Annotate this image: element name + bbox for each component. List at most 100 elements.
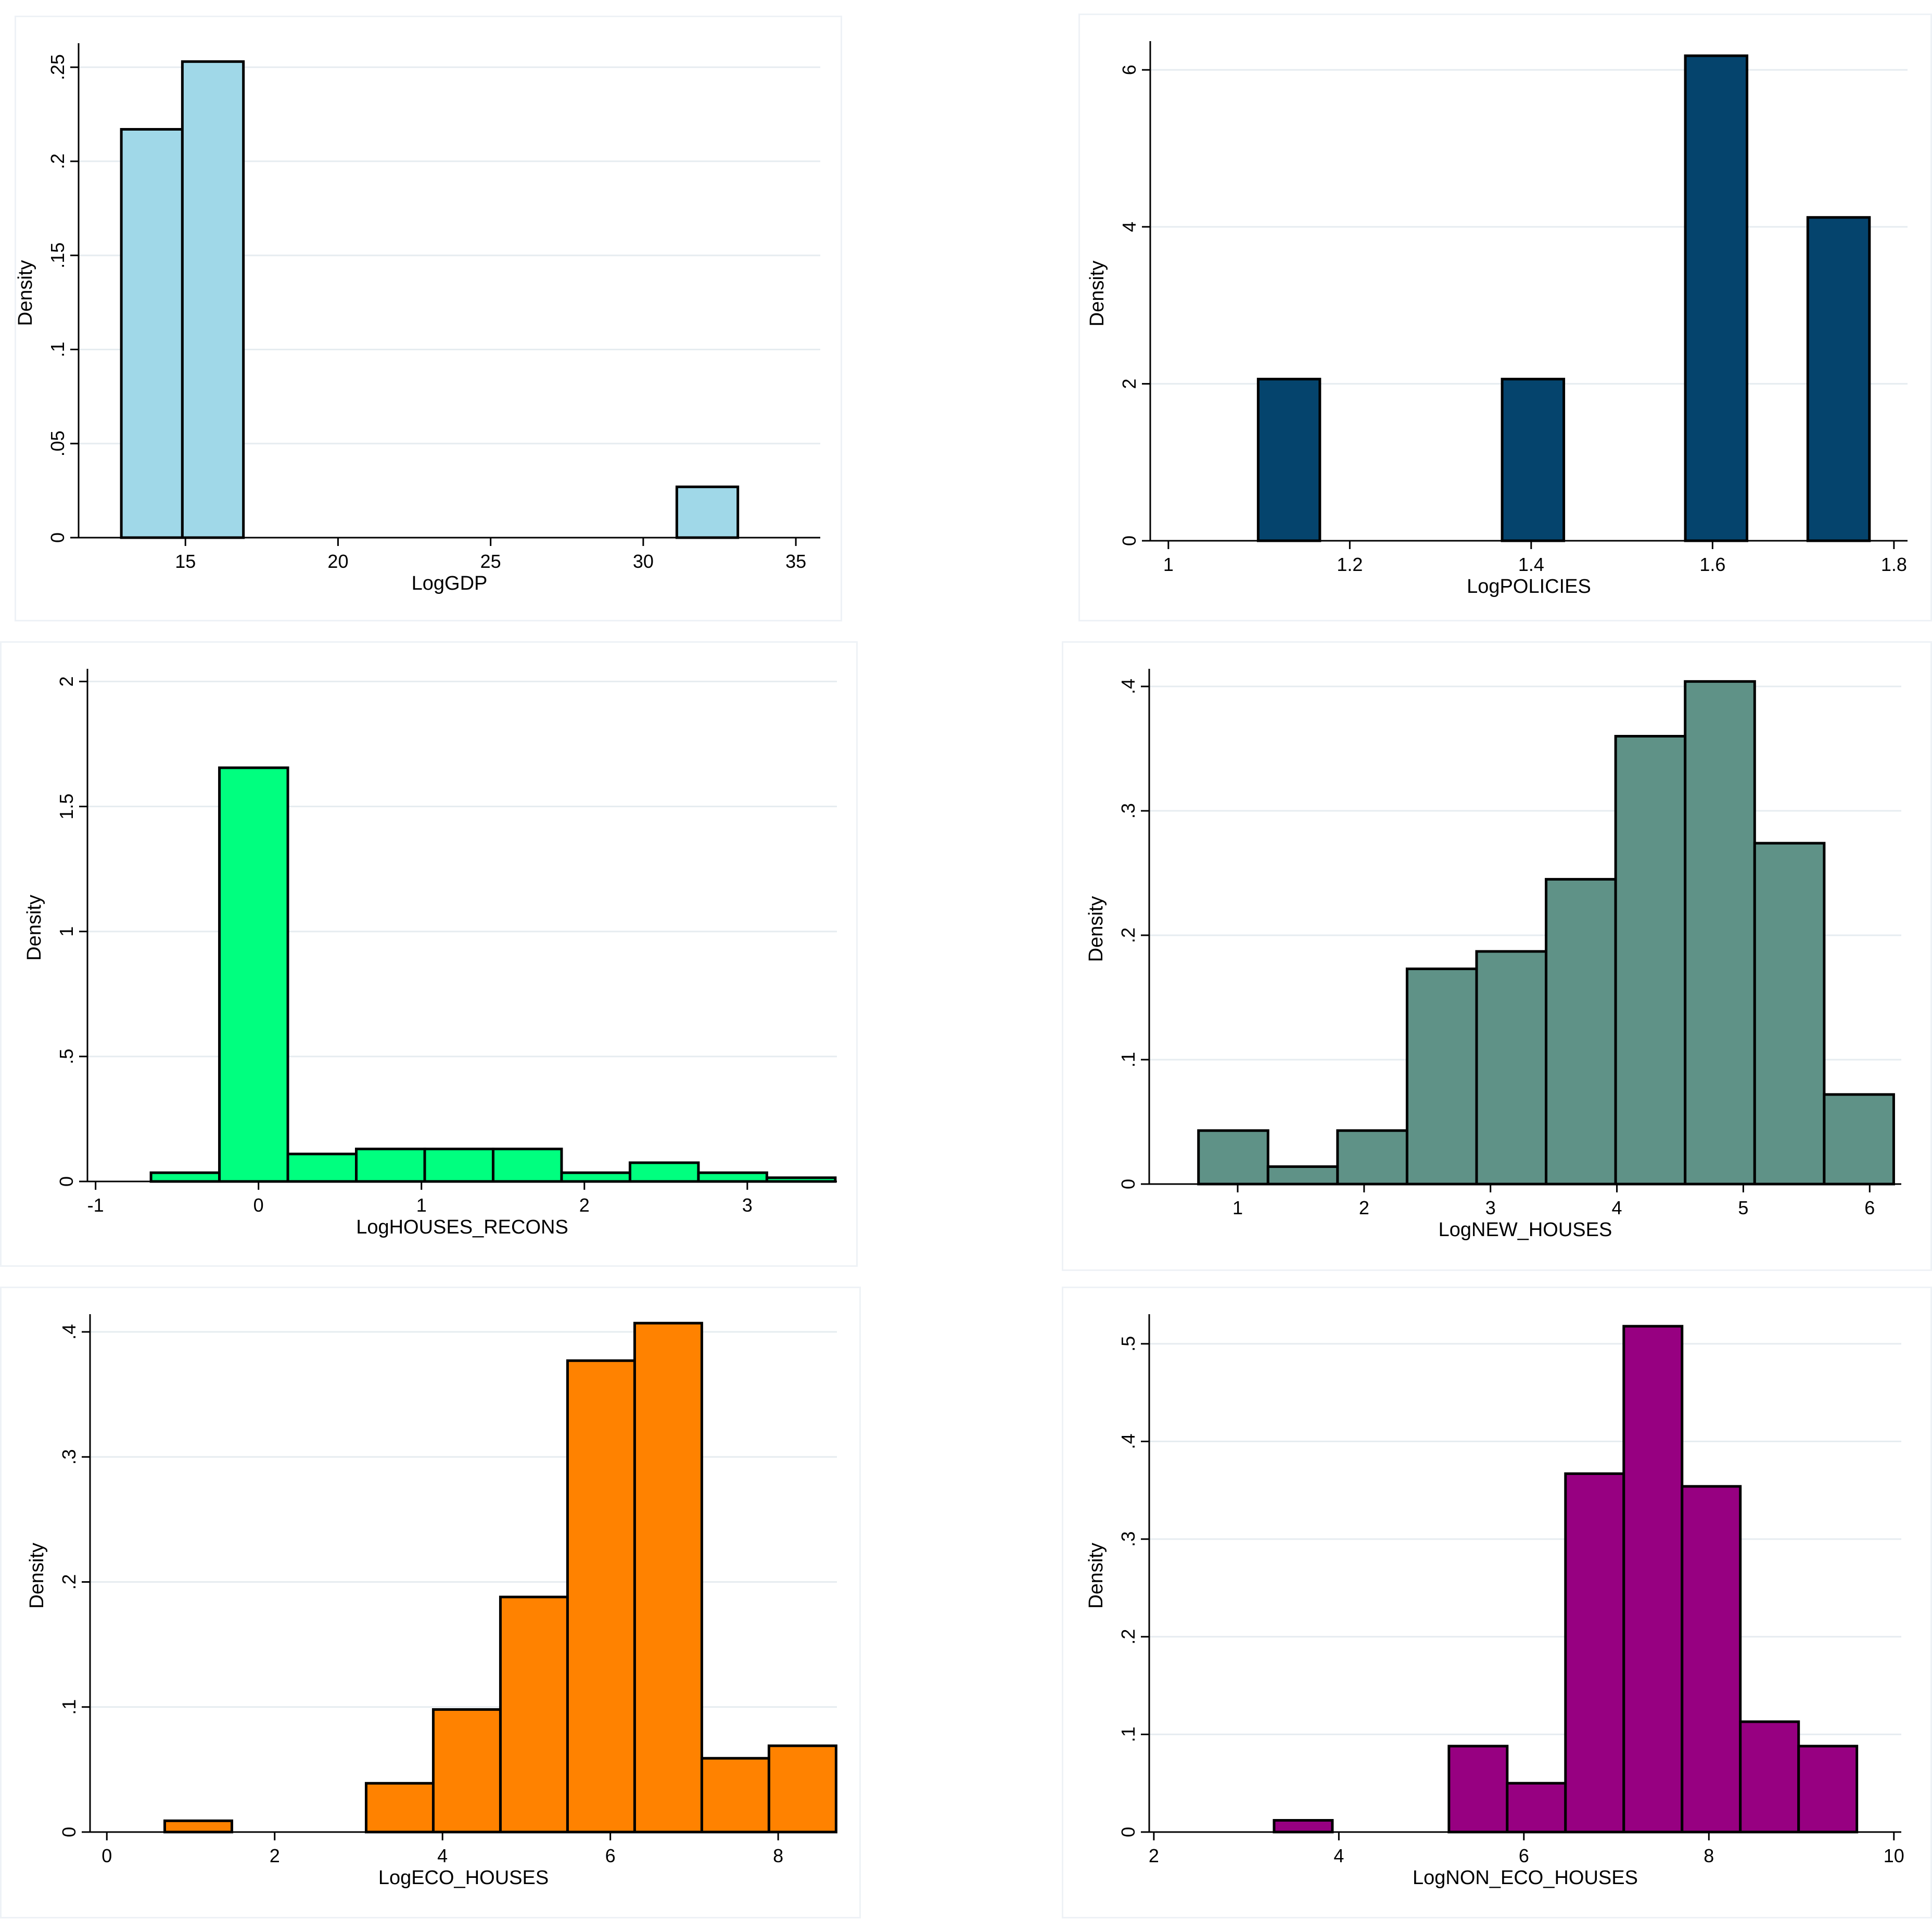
x-tick-label: 30	[633, 551, 654, 572]
histogram-bar	[1266, 1165, 1339, 1186]
histogram-bar	[1501, 377, 1566, 542]
histogram-bar	[1614, 735, 1687, 1186]
y-tick-label: .5	[56, 1049, 77, 1064]
x-tick-label: 6	[1864, 1197, 1875, 1218]
x-axis-title: LogGDP	[412, 573, 488, 594]
histogram-bar	[1475, 950, 1548, 1186]
histogram-bar	[149, 1171, 221, 1183]
y-tick-label: .2	[1117, 927, 1139, 943]
histogram-panel-lognew-houses: 0 .1 .2 .3 .4 1 2 3 4 5 6 LogNEW_HOUSES Density	[1062, 641, 1932, 1271]
x-tick-label: 3	[742, 1194, 753, 1216]
histogram-bar	[1684, 680, 1756, 1186]
histogram-bar	[181, 60, 245, 539]
y-tick-label: 2	[1118, 378, 1140, 389]
histogram-bar	[1739, 1720, 1800, 1834]
histogram-bar	[355, 1148, 426, 1183]
y-axis-title: Density	[26, 1543, 48, 1609]
histogram-bar	[700, 1757, 770, 1834]
histogram-panel-loghouses-recons: 0 .5 1 1.5 2 -1 0 1 2 3 LogHOUSES_RECONS Density	[0, 641, 858, 1267]
y-tick-label: 0	[1117, 1179, 1139, 1189]
y-tick-label: 0	[56, 1176, 77, 1187]
histogram-loggdp: 0 .05 .1 .15 .2 .25 15 20 25 30 35 LogGDP Density	[15, 43, 820, 594]
x-tick-label: 2	[270, 1845, 280, 1866]
x-axis-title: LogNEW_HOUSES	[1439, 1219, 1612, 1241]
histogram-bar	[1797, 1745, 1859, 1834]
histogram-bar	[1506, 1782, 1567, 1834]
histogram-bar	[1336, 1129, 1408, 1186]
x-tick-label: 6	[605, 1845, 616, 1866]
y-tick-label: .1	[47, 341, 68, 357]
y-tick-label: 0	[1117, 1827, 1139, 1837]
x-tick-label: 1	[1163, 554, 1174, 575]
histogram-bar	[560, 1171, 631, 1183]
histogram-logpolicies: 0 2 4 6 1 1.2 1.4 1.6 1.8 LogPOLICIES Density	[1086, 41, 1908, 597]
histogram-bar	[566, 1359, 636, 1834]
x-tick-label: 4	[1333, 1845, 1344, 1866]
histogram-panel-logpolicies: 0 2 4 6 1 1.2 1.4 1.6 1.8 LogPOLICIES Density	[1078, 14, 1932, 621]
histogram-bar	[675, 485, 740, 539]
y-tick-label: .2	[58, 1574, 80, 1590]
x-tick-label: 4	[437, 1845, 448, 1866]
y-tick-label: 6	[1118, 65, 1140, 75]
y-tick-label: .25	[47, 54, 68, 80]
y-tick-label: 2	[56, 676, 77, 686]
x-axis-title: LogHOUSES_RECONS	[356, 1216, 568, 1238]
y-tick-label: .1	[1117, 1052, 1139, 1067]
x-tick-label: 35	[785, 551, 806, 572]
x-axis-title: LogNON_ECO_HOUSES	[1413, 1867, 1638, 1889]
histogram-bar	[633, 1321, 703, 1834]
y-tick-label: 4	[1118, 222, 1140, 232]
x-tick-label: -1	[87, 1194, 104, 1216]
histogram-bar	[1197, 1129, 1269, 1186]
y-tick-label: .5	[1117, 1336, 1139, 1352]
histogram-bar	[491, 1148, 563, 1183]
histogram-bar	[364, 1782, 435, 1834]
y-axis-title: Density	[23, 895, 45, 961]
histogram-bar	[423, 1148, 494, 1183]
x-tick-label: 3	[1485, 1197, 1496, 1218]
x-tick-label: 1	[416, 1194, 427, 1216]
x-tick-label: 1.4	[1518, 554, 1544, 575]
histogram-bar	[1405, 967, 1478, 1186]
y-tick-label: .3	[1117, 803, 1139, 819]
x-tick-label: 10	[1884, 1845, 1904, 1866]
histogram-bar	[1273, 1819, 1334, 1834]
y-tick-label: .15	[47, 243, 68, 269]
y-tick-label: 0	[58, 1827, 80, 1837]
histogram-bar	[1447, 1745, 1509, 1834]
y-axis-title: Density	[1085, 896, 1107, 962]
histogram-bar	[218, 766, 289, 1183]
histogram-bar	[767, 1744, 837, 1834]
y-tick-label: .2	[47, 154, 68, 169]
x-axis-title: LogPOLICIES	[1467, 576, 1591, 597]
histogram-bar	[1256, 377, 1321, 542]
histogram-bar	[628, 1161, 700, 1183]
histogram-bar	[1622, 1325, 1684, 1834]
x-tick-label: 4	[1612, 1197, 1622, 1218]
y-tick-label: .3	[58, 1449, 80, 1465]
histogram-bar	[286, 1152, 358, 1183]
x-tick-label: 20	[327, 551, 348, 572]
histogram-bar	[163, 1819, 233, 1834]
histogram-bar	[499, 1595, 569, 1834]
y-axis-title: Density	[15, 260, 36, 326]
histogram-bar	[1806, 216, 1871, 542]
histogram-panel-lognon-eco-houses: 0 .1 .2 .3 .4 .5 2 4 6 8 10 LogNON_ECO_HOUSES Densit…	[1062, 1287, 1932, 1918]
x-tick-label: 2	[579, 1194, 590, 1216]
y-tick-label: .1	[1117, 1726, 1139, 1742]
x-tick-label: 2	[1149, 1845, 1159, 1866]
histogram-lognew-houses: 0 .1 .2 .3 .4 1 2 3 4 5 6 LogNEW_HOUSES Density	[1085, 669, 1901, 1241]
histogram-bar	[1823, 1093, 1895, 1186]
x-tick-label: 1.6	[1699, 554, 1725, 575]
x-tick-label: 15	[175, 551, 196, 572]
x-tick-label: 0	[101, 1845, 112, 1866]
histogram-bar	[697, 1171, 768, 1183]
x-tick-label: 1.8	[1881, 554, 1907, 575]
x-tick-label: 0	[253, 1194, 264, 1216]
x-tick-label: 25	[480, 551, 501, 572]
y-tick-label: 0	[47, 532, 68, 543]
histogram-panel-logeco-houses: 0 .1 .2 .3 .4 0 2 4 6 8 LogECO_HOUSES Density	[0, 1287, 861, 1918]
histogram-bar	[1564, 1472, 1625, 1834]
x-axis-title: LogECO_HOUSES	[378, 1867, 549, 1889]
y-tick-label: .2	[1117, 1629, 1139, 1645]
